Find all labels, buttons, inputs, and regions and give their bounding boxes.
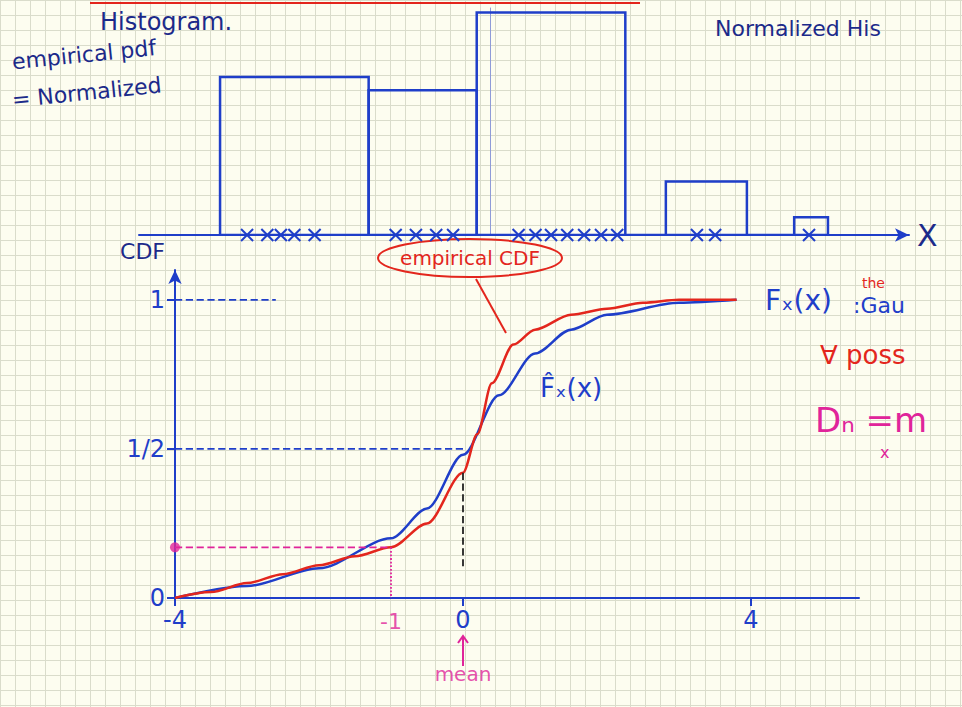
svg-text:the: the bbox=[862, 275, 885, 291]
svg-text:Histogram.: Histogram. bbox=[100, 8, 232, 36]
svg-text:-1: -1 bbox=[380, 609, 402, 634]
svg-text:X: X bbox=[917, 218, 938, 253]
svg-text:empirical CDF: empirical CDF bbox=[400, 246, 540, 270]
svg-text:-4: -4 bbox=[163, 606, 187, 634]
svg-text:Fₓ(x): Fₓ(x) bbox=[765, 284, 832, 317]
svg-text:0: 0 bbox=[149, 584, 165, 612]
svg-text::Gau: :Gau bbox=[853, 293, 905, 318]
svg-text:Dₙ =m: Dₙ =m bbox=[815, 400, 927, 440]
svg-text:1: 1 bbox=[150, 286, 165, 314]
svg-text:CDF: CDF bbox=[120, 239, 165, 264]
svg-text:= Normalized: = Normalized bbox=[11, 73, 163, 113]
svg-text:empirical pdf: empirical pdf bbox=[11, 35, 159, 74]
svg-text:0: 0 bbox=[455, 606, 470, 634]
svg-text:x: x bbox=[880, 443, 889, 462]
svg-text:∀ poss: ∀ poss bbox=[820, 340, 906, 370]
svg-text:1/2: 1/2 bbox=[126, 435, 165, 463]
svg-text:mean: mean bbox=[435, 662, 492, 686]
svg-text:F̂ₓ(x): F̂ₓ(x) bbox=[540, 372, 602, 403]
svg-text:Normalized His: Normalized His bbox=[715, 16, 881, 41]
svg-text:4: 4 bbox=[743, 606, 758, 634]
